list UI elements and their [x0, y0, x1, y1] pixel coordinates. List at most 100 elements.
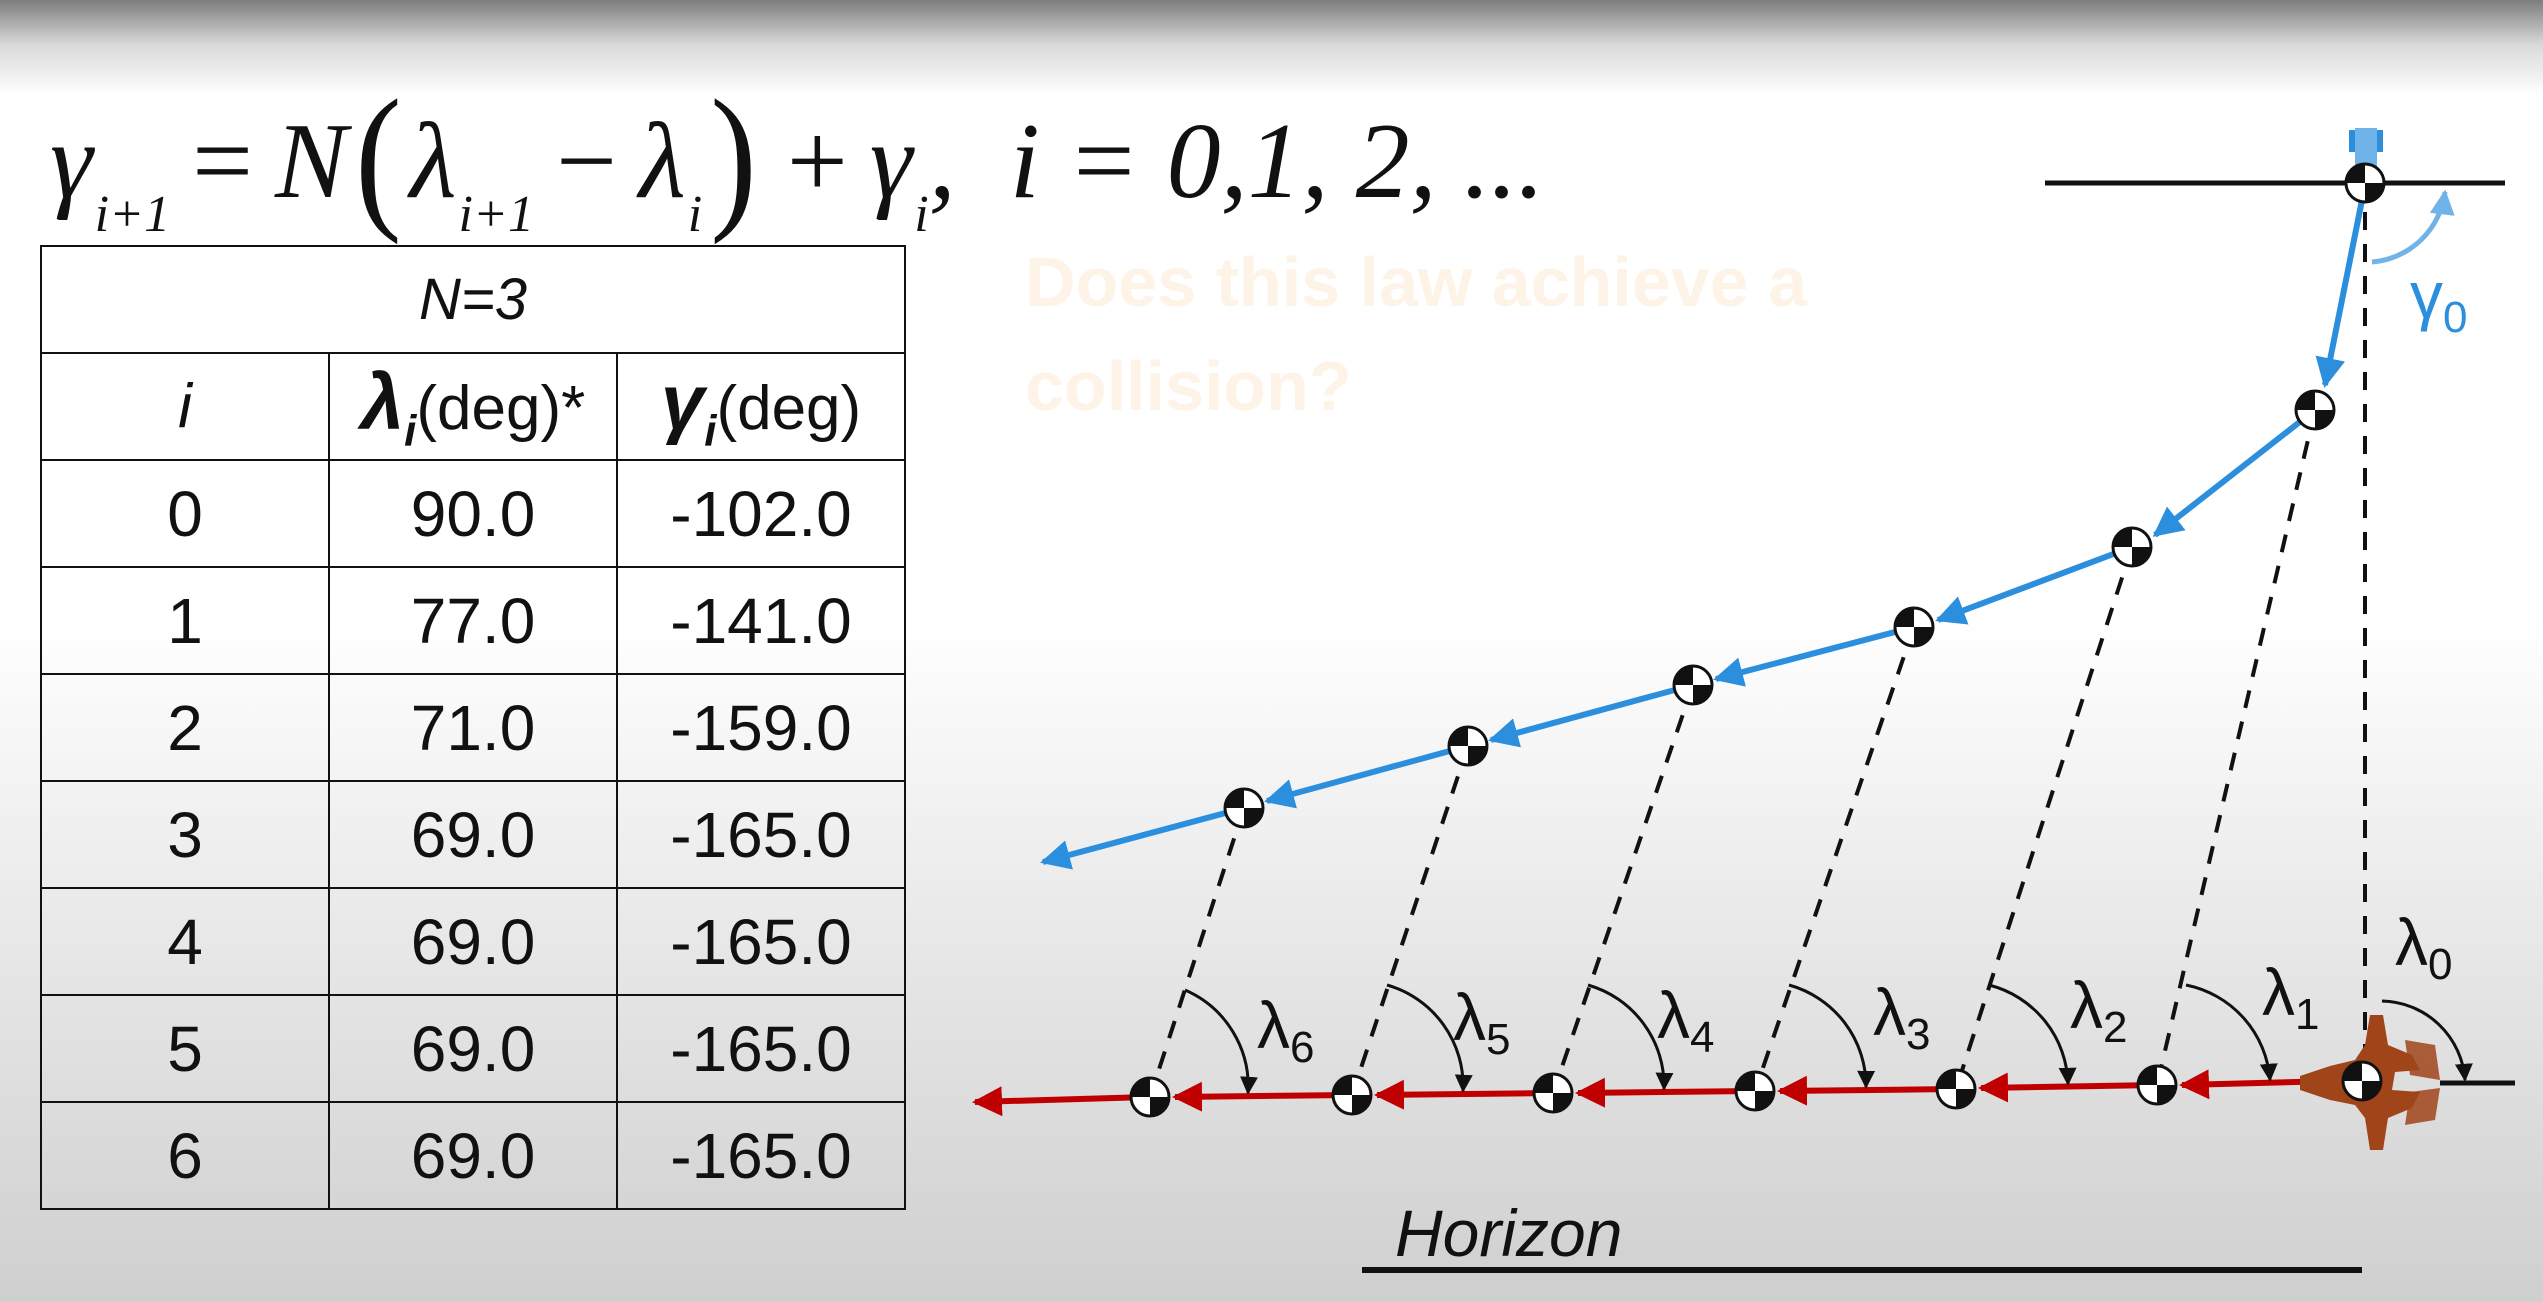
target-segment — [972, 1086, 1151, 1117]
table-caption: N=3 — [40, 245, 906, 354]
target-segment — [1575, 1077, 1756, 1108]
lambda4-label: λ4 — [1657, 978, 1714, 1062]
pursuer-segment — [1713, 624, 1915, 687]
lambda-symbol: λ — [1257, 988, 1290, 1062]
lambda-symbol: λ — [1453, 980, 1486, 1054]
formula-lparen: ( — [355, 67, 402, 246]
line-of-sight-3 — [1753, 626, 1916, 1092]
header-gamma-symbol: γi — [660, 357, 717, 456]
pursuer-segment — [2152, 407, 2317, 538]
formula-sub: i — [914, 186, 929, 243]
cell-lambda: 69.0 — [328, 1101, 618, 1210]
lambda-sub: 2 — [2103, 1003, 2127, 1052]
target-position-marker — [2136, 1064, 2178, 1106]
target-path — [972, 1069, 2336, 1117]
pursuer-segment — [1488, 682, 1694, 748]
horizon-label: Horizon — [1395, 1196, 1623, 1270]
table-row: 2 71.0 -159.0 — [40, 673, 906, 782]
pursuer-segment — [1935, 544, 2134, 625]
lambda-sub: 4 — [1690, 1013, 1714, 1062]
pursuer-position-marker — [1672, 664, 1714, 706]
lambda-symbol: λ — [2395, 905, 2428, 979]
lambda-symbol: λ — [2070, 968, 2103, 1042]
formula-rparen: ) — [710, 67, 757, 246]
target-position-marker — [1331, 1074, 1373, 1116]
pursuer-path — [1040, 184, 2368, 870]
cell-lambda: 69.0 — [328, 780, 618, 889]
header-gamma-sym: γ — [660, 357, 705, 446]
pursuer-position-marker — [1893, 606, 1935, 648]
table-header-row: i λi(deg)* γi(deg) — [40, 352, 906, 461]
cell-i: 3 — [40, 780, 330, 889]
table-row: 4 69.0 -165.0 — [40, 887, 906, 996]
lambda1-arc — [2185, 983, 2278, 1082]
header-i: i — [40, 352, 330, 461]
cell-gamma: -165.0 — [616, 1101, 906, 1210]
header-lambda-sub: i — [404, 406, 417, 456]
header-gamma-sub: i — [704, 406, 717, 456]
lambda-sub: 5 — [1486, 1015, 1510, 1064]
cell-i: 6 — [40, 1101, 330, 1210]
formula-gamma: γ — [869, 102, 913, 221]
formula-lambda: λ — [409, 102, 457, 221]
line-of-sight-1 — [2155, 409, 2317, 1086]
cell-lambda: 69.0 — [328, 994, 618, 1103]
table-row: 5 69.0 -165.0 — [40, 994, 906, 1103]
target-segment — [1172, 1081, 1353, 1112]
lambda6-label: λ6 — [1257, 988, 1314, 1072]
table-row: 6 69.0 -165.0 — [40, 1101, 906, 1210]
cell-lambda: 90.0 — [328, 459, 618, 568]
header-lambda-unit: (deg)* — [416, 373, 586, 443]
pursuer-position-marker — [2111, 526, 2153, 568]
header-i-text: i — [178, 372, 192, 441]
question-text: Does this law achieve a collision? — [1025, 243, 1808, 425]
iteration-table: N=3 i λi(deg)* γi(deg) 0 90.0 -102.0 1 7… — [40, 245, 906, 1210]
lambda2-label: λ2 — [2070, 968, 2127, 1052]
target-markers — [1129, 1060, 2383, 1118]
formula-sub: i — [687, 186, 703, 243]
header-gamma: γi(deg) — [616, 352, 906, 461]
lambda3-arc — [1788, 983, 1876, 1089]
lambda-sub: 0 — [2428, 940, 2452, 989]
lambda3-label: λ3 — [1873, 975, 1930, 1059]
pursuer-position-marker — [2344, 162, 2386, 204]
table-row: 1 77.0 -141.0 — [40, 566, 906, 675]
lambda0-arc — [2381, 999, 2473, 1082]
pursuer-position-marker — [1447, 725, 1489, 767]
cell-gamma: -141.0 — [616, 566, 906, 675]
cell-gamma: -165.0 — [616, 994, 906, 1103]
header-lambda: λi(deg)* — [328, 352, 618, 461]
formula-gamma: γ — [50, 102, 93, 221]
cell-lambda: 77.0 — [328, 566, 618, 675]
target-position-marker — [1532, 1072, 1574, 1114]
line-of-sight-group — [1148, 180, 2367, 1098]
cell-gamma: -102.0 — [616, 459, 906, 568]
target-position-marker — [1129, 1076, 1171, 1118]
target-position-marker — [1935, 1068, 1977, 1110]
cell-lambda: 69.0 — [328, 887, 618, 996]
lambda1-label: λ1 — [2262, 955, 2319, 1039]
cell-gamma: -165.0 — [616, 887, 906, 996]
pursuer-markers — [1223, 162, 2386, 829]
pursuer-segment — [2315, 184, 2368, 388]
formula-lambda: λ — [638, 102, 686, 221]
pursuer-position-marker — [2294, 389, 2336, 431]
header-lambda-sym: λ — [360, 357, 405, 446]
lambda4-arc — [1587, 983, 1674, 1091]
cell-i: 1 — [40, 566, 330, 675]
lambda2-arc — [1988, 983, 2077, 1086]
lambda-symbol: λ — [2262, 955, 2295, 1029]
cell-i: 4 — [40, 887, 330, 996]
lambda-sub: 3 — [1906, 1010, 1930, 1059]
pursuer-segment — [1264, 743, 1469, 809]
formula-equals: = — [192, 102, 254, 221]
line-of-sight-5 — [1350, 745, 1470, 1096]
formula-sub: i+1 — [94, 186, 171, 243]
target-segment — [1777, 1075, 1957, 1106]
formula-sub: i+1 — [458, 186, 535, 243]
target-position-marker — [2341, 1060, 2383, 1102]
lambda5-label: λ5 — [1453, 980, 1510, 1064]
header-gamma-unit: (deg) — [716, 373, 862, 443]
